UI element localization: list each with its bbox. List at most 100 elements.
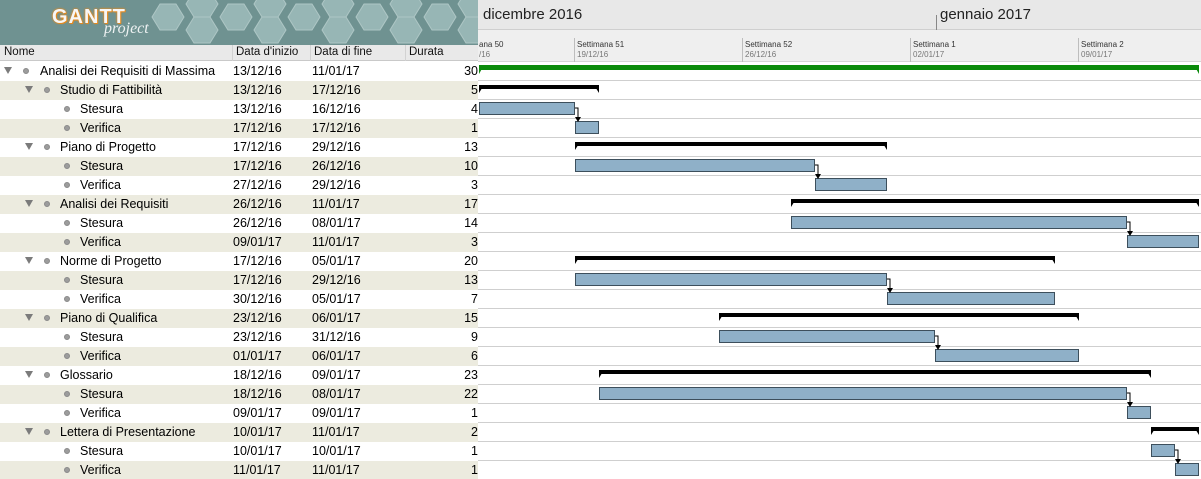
task-name: Verifica bbox=[80, 235, 121, 249]
task-bar[interactable] bbox=[935, 349, 1079, 362]
task-start-date: 17/12/16 bbox=[233, 159, 282, 173]
task-row[interactable]: Stesura 23/12/16 31/12/16 9 bbox=[0, 328, 478, 347]
project-bar-cap[interactable] bbox=[1194, 65, 1199, 74]
task-end-date: 09/01/17 bbox=[312, 368, 361, 382]
week-date: 02/01/17 bbox=[913, 50, 945, 59]
task-row[interactable]: Stesura 13/12/16 16/12/16 4 bbox=[0, 100, 478, 119]
task-row[interactable]: Verifica 27/12/16 29/12/16 3 bbox=[0, 176, 478, 195]
week-date: 19/12/16 bbox=[577, 50, 609, 59]
task-row[interactable]: Verifica 09/01/17 09/01/17 1 bbox=[0, 404, 478, 423]
column-header-name[interactable]: Nome bbox=[4, 46, 35, 58]
dependency-line bbox=[887, 278, 891, 289]
task-bar[interactable] bbox=[719, 330, 935, 343]
task-bar[interactable] bbox=[1175, 463, 1199, 476]
task-bullet-icon bbox=[44, 201, 50, 207]
task-row[interactable]: Stesura 18/12/16 08/01/17 22 bbox=[0, 385, 478, 404]
task-row[interactable]: Lettera di Presentazione 10/01/17 11/01/17… bbox=[0, 423, 478, 442]
task-start-date: 18/12/16 bbox=[233, 387, 282, 401]
summary-bar-cap[interactable] bbox=[719, 313, 724, 321]
task-duration: 23 bbox=[464, 368, 478, 382]
summary-bar[interactable] bbox=[791, 199, 1199, 203]
expand-triangle-icon[interactable] bbox=[25, 257, 33, 264]
task-bullet-icon bbox=[64, 391, 70, 397]
summary-bar[interactable] bbox=[575, 256, 1055, 260]
task-row[interactable]: Verifica 09/01/17 11/01/17 3 bbox=[0, 233, 478, 252]
summary-bar-cap[interactable] bbox=[1146, 370, 1151, 378]
task-row[interactable]: Norme di Progetto 17/12/16 05/01/17 20 bbox=[0, 252, 478, 271]
summary-bar[interactable] bbox=[1151, 427, 1199, 431]
expand-triangle-icon[interactable] bbox=[25, 200, 33, 207]
task-bar[interactable] bbox=[1151, 444, 1175, 457]
task-row[interactable]: Verifica 30/12/16 05/01/17 7 bbox=[0, 290, 478, 309]
summary-bar-cap[interactable] bbox=[594, 85, 599, 93]
task-row[interactable]: Piano di Progetto 17/12/16 29/12/16 13 bbox=[0, 138, 478, 157]
task-bar[interactable] bbox=[599, 387, 1127, 400]
summary-bar[interactable] bbox=[575, 142, 887, 146]
summary-bar[interactable] bbox=[479, 85, 599, 89]
task-bar[interactable] bbox=[1127, 406, 1151, 419]
column-header-end[interactable]: Data di fine bbox=[314, 46, 373, 58]
task-end-date: 17/12/16 bbox=[312, 83, 361, 97]
task-row[interactable]: Verifica 01/01/17 06/01/17 6 bbox=[0, 347, 478, 366]
task-name: Stesura bbox=[80, 102, 124, 116]
column-header-duration[interactable]: Durata bbox=[409, 46, 444, 58]
summary-bar[interactable] bbox=[599, 370, 1151, 374]
summary-bar-cap[interactable] bbox=[1194, 199, 1199, 207]
task-bullet-icon bbox=[64, 106, 70, 112]
task-bar[interactable] bbox=[575, 159, 815, 172]
summary-bar-cap[interactable] bbox=[791, 199, 796, 207]
expand-triangle-icon[interactable] bbox=[4, 67, 12, 74]
task-bar[interactable] bbox=[479, 102, 575, 115]
task-row[interactable]: Stesura 17/12/16 29/12/16 13 bbox=[0, 271, 478, 290]
task-row[interactable]: Piano di Qualifica 23/12/16 06/01/17 15 bbox=[0, 309, 478, 328]
task-row[interactable]: Analisi dei Requisiti di Massima 13/12/16… bbox=[0, 62, 478, 81]
summary-bar-cap[interactable] bbox=[575, 142, 580, 150]
task-start-date: 27/12/16 bbox=[233, 178, 282, 192]
task-name: Stesura bbox=[80, 387, 124, 401]
task-bullet-icon bbox=[64, 239, 70, 245]
task-bar[interactable] bbox=[575, 273, 887, 286]
summary-bar-cap[interactable] bbox=[599, 370, 604, 378]
task-end-date: 10/01/17 bbox=[312, 444, 361, 458]
summary-bar-cap[interactable] bbox=[1050, 256, 1055, 264]
summary-bar-cap[interactable] bbox=[1151, 427, 1156, 435]
task-row[interactable]: Verifica 11/01/17 11/01/17 1 bbox=[0, 461, 478, 479]
task-name: Studio di Fattibilità bbox=[60, 83, 163, 97]
summary-bar-cap[interactable] bbox=[575, 256, 580, 264]
expand-triangle-icon[interactable] bbox=[25, 314, 33, 321]
task-row[interactable]: Analisi dei Requisiti 26/12/16 11/01/17 17 bbox=[0, 195, 478, 214]
task-row[interactable]: Stesura 10/01/17 10/01/17 1 bbox=[0, 442, 478, 461]
expand-triangle-icon[interactable] bbox=[25, 371, 33, 378]
week-label: Settimana 2 09/01/17 bbox=[1081, 40, 1124, 60]
summary-bar-cap[interactable] bbox=[479, 85, 484, 93]
expand-triangle-icon[interactable] bbox=[25, 86, 33, 93]
task-bar[interactable] bbox=[575, 121, 599, 134]
task-bar[interactable] bbox=[887, 292, 1055, 305]
task-row[interactable]: Studio di Fattibilità 13/12/16 17/12/16 5 bbox=[0, 81, 478, 100]
project-bar-cap[interactable] bbox=[479, 65, 484, 74]
column-header-start[interactable]: Data d'inizio bbox=[236, 46, 299, 58]
week-header: ana 50/16 Settimana 51 19/12/16 Settimana 5… bbox=[478, 30, 1201, 62]
summary-bar-cap[interactable] bbox=[1194, 427, 1199, 435]
project-summary-bar[interactable] bbox=[479, 65, 1199, 70]
dependency-arrow-icon bbox=[575, 117, 581, 122]
task-row[interactable]: Glossario 18/12/16 09/01/17 23 bbox=[0, 366, 478, 385]
week-number: ana 50 bbox=[479, 40, 504, 49]
expand-triangle-icon[interactable] bbox=[25, 428, 33, 435]
task-row[interactable]: Verifica 17/12/16 17/12/16 1 bbox=[0, 119, 478, 138]
task-bar[interactable] bbox=[791, 216, 1127, 229]
summary-bar-cap[interactable] bbox=[1074, 313, 1079, 321]
summary-bar-cap[interactable] bbox=[882, 142, 887, 150]
task-end-date: 11/01/17 bbox=[312, 64, 360, 78]
week-number: Settimana 52 bbox=[745, 40, 793, 49]
dependency-line bbox=[1127, 392, 1131, 403]
task-row[interactable]: Stesura 26/12/16 08/01/17 14 bbox=[0, 214, 478, 233]
task-bar[interactable] bbox=[815, 178, 887, 191]
dependency-line bbox=[1127, 221, 1131, 232]
task-row[interactable]: Stesura 17/12/16 26/12/16 10 bbox=[0, 157, 478, 176]
month-label: dicembre 2016 bbox=[483, 6, 583, 23]
task-bar[interactable] bbox=[1127, 235, 1199, 248]
week-number: Settimana 2 bbox=[1081, 40, 1124, 49]
summary-bar[interactable] bbox=[719, 313, 1079, 317]
expand-triangle-icon[interactable] bbox=[25, 143, 33, 150]
